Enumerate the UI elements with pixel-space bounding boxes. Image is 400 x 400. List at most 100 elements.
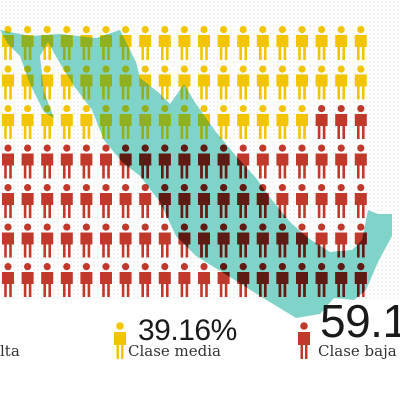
person-icon-baja xyxy=(80,144,93,179)
person-icon-baja xyxy=(60,144,73,179)
person-icon-baja xyxy=(2,223,14,258)
legend-pct-baja: 59.1 xyxy=(320,295,400,347)
person-icon-media xyxy=(80,105,93,139)
legend-pct-media: 39.16% xyxy=(138,314,237,347)
person-icon-media xyxy=(217,105,230,139)
person-icon-baja xyxy=(80,223,93,258)
person-icon-yellow xyxy=(114,322,126,359)
person-icon-media-over-map xyxy=(100,65,112,100)
person-icon-baja-over-map xyxy=(217,223,230,258)
person-icon-baja xyxy=(2,144,14,179)
person-icon-media xyxy=(335,65,348,100)
person-icon-media-over-map xyxy=(119,105,132,139)
person-icon-baja xyxy=(354,184,367,218)
person-icon-baja xyxy=(60,184,73,218)
person-icon-media xyxy=(354,65,367,100)
person-icon-media xyxy=(276,105,289,139)
person-icon-baja-over-map xyxy=(139,144,152,179)
person-icon-baja-over-map xyxy=(335,263,348,297)
person-icon-baja-over-map xyxy=(237,223,250,258)
person-icon-media xyxy=(60,105,73,139)
person-icon-baja xyxy=(2,184,14,218)
person-icon-baja-over-map xyxy=(276,223,289,258)
person-icon-baja xyxy=(139,223,152,258)
person-icon-media xyxy=(2,105,14,139)
person-icon-baja xyxy=(158,223,171,258)
person-icon-baja xyxy=(100,223,112,258)
person-icon-media xyxy=(237,105,250,139)
mexico-map xyxy=(0,30,392,318)
person-icon-baja-over-map xyxy=(237,184,250,218)
person-icon-baja xyxy=(335,144,348,179)
person-icon-media xyxy=(2,65,14,100)
person-icon-baja xyxy=(60,263,73,297)
person-icon-media xyxy=(237,26,250,60)
person-icon-baja-over-map xyxy=(198,144,210,179)
person-icon-baja xyxy=(41,263,54,297)
person-icon-media xyxy=(276,26,289,60)
person-icon-media xyxy=(21,105,34,139)
person-icon-baja xyxy=(315,144,328,179)
person-icon-baja-over-map xyxy=(295,263,308,297)
person-icon-media-over-map xyxy=(100,105,112,139)
person-icon-baja xyxy=(276,144,289,179)
person-icon-baja xyxy=(354,144,367,179)
person-icon-baja-over-map xyxy=(178,144,191,179)
person-icon-baja xyxy=(41,223,54,258)
person-icon-baja-over-map xyxy=(178,184,191,218)
person-icon-media xyxy=(158,65,171,100)
person-icon-media xyxy=(276,65,289,100)
person-icon-baja-over-map xyxy=(217,144,230,179)
person-icon-media xyxy=(295,65,308,100)
person-icon-baja xyxy=(315,105,328,139)
person-icon-baja-over-map xyxy=(256,263,269,297)
person-icon-baja xyxy=(256,144,269,179)
person-icon-media xyxy=(315,26,328,60)
person-icon-media xyxy=(256,65,269,100)
person-icon-media xyxy=(178,26,191,60)
person-icon-baja xyxy=(295,144,308,179)
person-icon-baja xyxy=(315,184,328,218)
person-icon-media xyxy=(198,65,210,100)
person-icon-media xyxy=(256,26,269,60)
person-icon-baja-over-map xyxy=(354,263,367,297)
person-icon-media xyxy=(354,26,367,60)
person-icon-baja xyxy=(119,223,132,258)
person-icon-baja xyxy=(21,184,34,218)
person-icon-media xyxy=(139,26,152,60)
person-icon-baja xyxy=(2,263,14,297)
legend-label-alta: lta xyxy=(0,342,20,360)
person-icon-baja-over-map xyxy=(315,263,328,297)
person-icon-media xyxy=(335,26,348,60)
person-icon-baja xyxy=(100,144,112,179)
person-icon-baja xyxy=(335,105,348,139)
legend-label-media: Clase media xyxy=(128,342,222,360)
person-icon-media xyxy=(315,65,328,100)
person-icon-baja xyxy=(119,184,132,218)
legend-label-baja: Clase baja xyxy=(318,342,397,360)
person-icon-baja xyxy=(295,184,308,218)
person-icon-baja xyxy=(198,263,210,297)
person-icon-baja xyxy=(139,184,152,218)
person-icon-baja xyxy=(41,184,54,218)
person-icon-media xyxy=(256,105,269,139)
person-icon-media-over-map xyxy=(119,65,132,100)
person-icon-baja xyxy=(21,263,34,297)
person-icon-media-over-map xyxy=(158,105,171,139)
person-icon-baja xyxy=(100,263,112,297)
person-icon-baja xyxy=(80,263,93,297)
person-icon-baja xyxy=(100,184,112,218)
person-icon-baja xyxy=(21,223,34,258)
person-icon-media-over-map xyxy=(139,105,152,139)
person-icon-baja-over-map xyxy=(198,223,210,258)
person-icon-baja xyxy=(80,184,93,218)
person-icon-baja-over-map xyxy=(217,184,230,218)
person-icon-media xyxy=(217,65,230,100)
person-icon-media-over-map xyxy=(178,105,191,139)
person-icon-media xyxy=(158,26,171,60)
person-icon-baja xyxy=(335,184,348,218)
person-icon-baja xyxy=(354,105,367,139)
person-icon-baja xyxy=(139,263,152,297)
person-icon-baja-over-map xyxy=(198,184,210,218)
